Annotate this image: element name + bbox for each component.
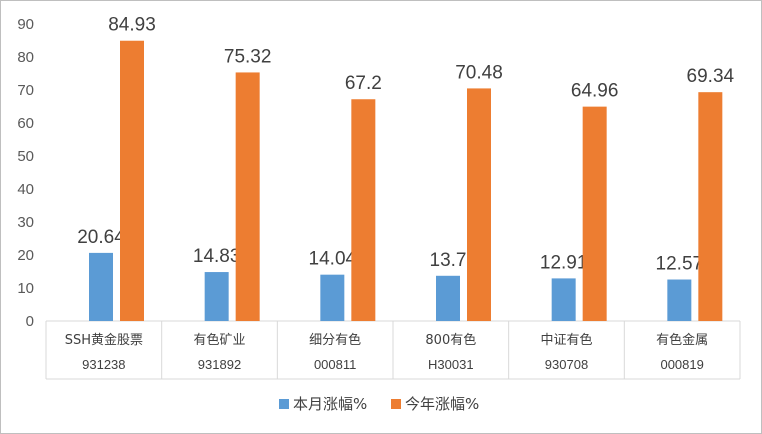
y-tick-label: 80 [17,49,34,66]
y-tick-label: 50 [17,148,34,165]
category-label: 有色金属 [656,332,708,348]
data-label: 67.2 [345,73,382,94]
category-code-label: 931238 [82,357,125,372]
bar-ytd [235,72,260,321]
bar-monthly [204,272,229,321]
category-code-label: 000811 [314,357,356,372]
y-tick-label: 10 [17,280,34,297]
y-tick-label: 40 [17,181,34,198]
data-label: 75.32 [224,46,272,67]
category-code-label: 930708 [545,357,588,372]
bar-ytd [120,40,144,322]
data-label: 12.57 [656,254,704,275]
category-label: 中证有色 [540,332,592,348]
bar-ytd [698,92,723,321]
data-label: 12.91 [540,252,588,273]
y-tick-label: 70 [17,82,34,99]
category-code-label: 000819 [660,357,703,372]
category-label: 有色矿业 [193,332,245,348]
data-label: 84.93 [108,15,156,36]
legend-label: 本月涨幅% [293,395,367,413]
category-label: 细分有色 [309,332,361,348]
bar-monthly [436,275,460,321]
category-label: 800有色 [425,332,476,348]
data-label: 70.48 [455,62,503,83]
category-code-label: 931892 [198,357,241,372]
y-tick-label: 60 [17,115,34,132]
y-tick-label: 0 [26,313,34,330]
bar-monthly [551,278,576,321]
data-label: 14.83 [193,246,241,267]
y-tick-label: 30 [17,214,34,231]
legend-label: 今年涨幅% [405,395,479,413]
bar-monthly [667,279,692,321]
bar-monthly [320,274,345,321]
bar-ytd [582,106,607,321]
legend-swatch [279,399,289,409]
bar-ytd [351,99,376,322]
legend-swatch [391,399,401,409]
category-code-label: H30031 [428,357,474,372]
category-label: SSH黄金股票 [65,332,143,348]
data-label: 69.34 [687,66,735,87]
data-label: 13.7 [430,250,467,271]
y-tick-label: 20 [17,247,34,264]
data-label: 20.64 [77,227,125,248]
data-label: 14.04 [309,249,357,270]
data-label: 64.96 [571,81,619,102]
y-tick-label: 90 [17,16,34,33]
bar-monthly [89,252,113,321]
bar-ytd [467,88,491,321]
